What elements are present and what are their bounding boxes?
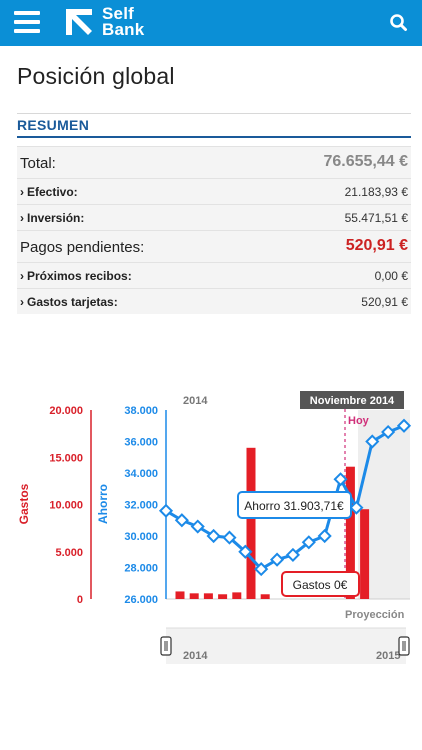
tarjetas-row[interactable]: › Gastos tarjetas: 520,91 € [17, 288, 411, 314]
gastos-bar[interactable] [175, 591, 185, 599]
gastos-tick-label: 0 [77, 594, 83, 606]
gastos-tick-label: 15.000 [49, 452, 83, 464]
ahorro-point[interactable] [365, 434, 380, 449]
hamburger-menu-icon[interactable] [14, 11, 40, 33]
logo-text: Self Bank [102, 4, 145, 39]
chevron-right-icon: › [20, 269, 24, 283]
ahorro-point[interactable] [206, 528, 221, 544]
proyeccion-label: Proyección [345, 609, 405, 621]
efectivo-label: Efectivo: [27, 185, 78, 199]
brand-line-2: Bank [102, 20, 145, 39]
ahorro-point[interactable] [222, 530, 237, 545]
ahorro-tick-label: 36.000 [124, 437, 158, 449]
gastos-bar[interactable] [360, 509, 370, 599]
ahorro-point[interactable] [254, 562, 269, 577]
navigator-end-label: 2015 [376, 650, 400, 662]
gastos-axis-label: Gastos [17, 483, 31, 524]
brand-line-1: Self [102, 4, 134, 23]
ahorro-axis-label: Ahorro [96, 484, 110, 524]
ahorro-point[interactable] [158, 503, 174, 518]
ahorro-tick-label: 30.000 [124, 531, 158, 543]
ahorro-tooltip [237, 491, 352, 519]
ahorro-tick-label: 32.000 [124, 500, 158, 512]
tab-resumen[interactable]: RESUMEN [17, 117, 90, 133]
navigator-right-handle[interactable] [398, 636, 410, 656]
chevron-right-icon: › [20, 211, 24, 225]
ahorro-point[interactable] [301, 535, 316, 550]
tarjetas-label: Gastos tarjetas: [27, 295, 118, 309]
gastos-tick-label: 10.000 [49, 500, 83, 512]
inversion-value: 55.471,51 € [344, 211, 408, 225]
summary-list: Total: 76.655,44 € › Efectivo: 21.183,93 … [17, 146, 411, 314]
gastos-tick-label: 20.000 [49, 405, 83, 417]
efectivo-value: 21.183,93 € [344, 185, 408, 199]
gastos-bar[interactable] [345, 466, 355, 599]
ahorro-point[interactable] [396, 418, 412, 433]
ahorro-point[interactable] [190, 519, 205, 534]
year-label: 2014 [183, 395, 208, 407]
gastos-bar[interactable] [203, 593, 213, 599]
total-label: Total: [20, 155, 56, 172]
ahorro-point[interactable] [238, 544, 253, 559]
recibos-value: 0,00 € [374, 269, 408, 283]
ahorro-point[interactable] [174, 513, 189, 528]
ahorro-tick-label: 34.000 [124, 468, 158, 480]
gastos-tooltip-label: Gastos 0€ [293, 578, 348, 592]
navigator-left-handle[interactable] [160, 636, 172, 656]
ahorro-point[interactable] [269, 552, 285, 567]
gastos-tick-label: 5.000 [55, 547, 83, 559]
ahorro-tick-label: 26.000 [124, 594, 158, 606]
tab-underline [17, 136, 411, 138]
search-icon[interactable] [388, 12, 410, 34]
ahorro-tooltip-label: Ahorro 31.903,71€ [244, 499, 344, 513]
inversion-label: Inversión: [27, 211, 85, 225]
ahorro-point[interactable] [349, 500, 364, 515]
efectivo-row[interactable]: › Efectivo: 21.183,93 € [17, 178, 411, 204]
page-title: Posición global [17, 63, 175, 89]
recibos-label: Próximos recibos: [27, 269, 132, 283]
month-badge [300, 391, 404, 409]
gastos-tooltip [281, 571, 360, 597]
total-value: 76.655,44 € [323, 153, 408, 170]
logo-mark-icon [66, 9, 92, 35]
ahorro-point[interactable] [285, 547, 301, 562]
ahorro-tick-label: 38.000 [124, 405, 158, 417]
recibos-row[interactable]: › Próximos recibos: 0,00 € [17, 262, 411, 288]
total-row: Total: 76.655,44 € [17, 146, 411, 178]
gastos-bar[interactable] [189, 593, 199, 599]
navigator-start-label: 2014 [183, 650, 208, 662]
ahorro-tick-label: 28.000 [124, 563, 158, 575]
navigator-area [166, 628, 406, 664]
hoy-label: Hoy [348, 415, 370, 427]
gastos-ahorro-chart[interactable]: 20.000 15.000 10.000 5.000 0 Gastos 38.000 36.0… [0, 380, 422, 680]
inversion-row[interactable]: › Inversión: 55.471,51 € [17, 204, 411, 230]
ahorro-point[interactable] [381, 424, 396, 440]
ahorro-point[interactable] [317, 528, 332, 544]
top-bar: Self Bank [0, 0, 422, 46]
gastos-bar[interactable] [246, 447, 256, 599]
tarjetas-value: 520,91 € [361, 295, 408, 309]
gastos-bar[interactable] [260, 594, 270, 599]
pagos-label: Pagos pendientes: [20, 239, 145, 256]
ahorro-line [165, 424, 405, 571]
divider [17, 113, 411, 114]
chevron-right-icon: › [20, 295, 24, 309]
chevron-right-icon: › [20, 185, 24, 199]
month-badge-label: Noviembre 2014 [310, 395, 395, 407]
pagos-value: 520,91 € [345, 237, 408, 254]
pagos-row: Pagos pendientes: 520,91 € [17, 230, 411, 262]
ahorro-point[interactable] [333, 472, 348, 487]
gastos-bar[interactable] [232, 592, 242, 599]
gastos-bar[interactable] [218, 594, 228, 599]
self-bank-logo[interactable]: Self Bank [62, 5, 182, 41]
